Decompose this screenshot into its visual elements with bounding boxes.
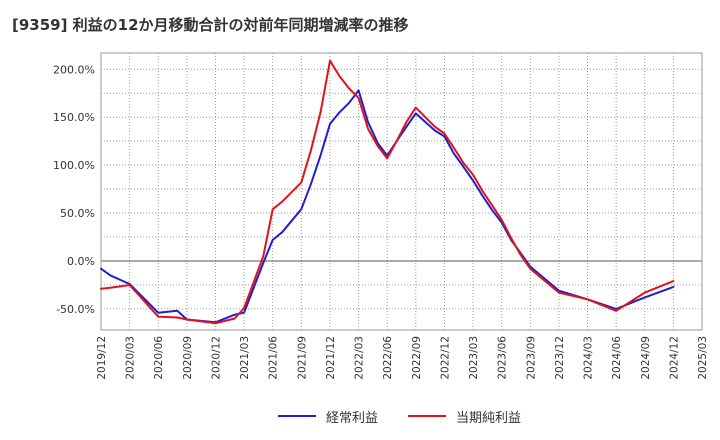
x-tick-label: 2023/03 <box>468 336 480 380</box>
x-tick-label: 2022/09 <box>411 336 423 380</box>
x-tick-label: 2023/12 <box>554 336 566 380</box>
plot-border <box>100 52 703 331</box>
x-tick-label: 2024/03 <box>583 336 595 380</box>
x-tick-label: 2020/12 <box>210 336 222 380</box>
x-tick-label: 2020/06 <box>153 336 165 380</box>
x-tick-label: 2021/12 <box>325 336 337 380</box>
y-tick-label: 150.0% <box>53 111 95 124</box>
y-axis-labels: 200.0% 150.0% 100.0% 50.0% 0.0% -50.0% <box>53 63 95 316</box>
x-tick-label: 2023/09 <box>525 336 537 380</box>
legend-label-junrieki: 当期純利益 <box>456 410 522 426</box>
grid-layer <box>101 53 702 330</box>
x-tick-label: 2024/06 <box>611 336 623 380</box>
x-tick-label: 2019/12 <box>96 336 108 380</box>
legend: 経常利益 当期純利益 <box>0 404 720 428</box>
y-tick-label: 50.0% <box>60 207 95 220</box>
x-tick-label: 2022/12 <box>439 336 451 380</box>
series-line-junrieki <box>100 59 675 325</box>
chart-title: [9359] 利益の12か月移動合計の対前年同期増減率の推移 <box>12 16 409 34</box>
x-tick-label: 2021/09 <box>296 336 308 380</box>
x-tick-label: 2020/09 <box>182 336 194 380</box>
y-tick-label: 100.0% <box>53 159 95 172</box>
x-tick-label: 2023/06 <box>497 336 509 380</box>
x-tick-label: 2024/09 <box>640 336 652 380</box>
legend-item-junrieki: 当期純利益 <box>408 404 521 428</box>
y-tick-label: 0.0% <box>67 255 95 268</box>
x-axis-labels: 2019/12 2020/03 2020/06 2020/09 2020/12 2021/… <box>96 336 709 380</box>
x-tick-label: 2020/03 <box>125 336 137 380</box>
x-tick-label: 2025/03 <box>697 336 709 380</box>
x-tick-label: 2022/06 <box>382 336 394 380</box>
legend-label-keijo: 経常利益 <box>326 410 379 426</box>
legend-item-keijo: 経常利益 <box>278 404 378 428</box>
x-tick-label: 2024/12 <box>668 336 680 380</box>
series-layer <box>100 59 675 325</box>
legend-swatch-keijo <box>278 415 316 417</box>
y-tick-label: 200.0% <box>53 63 95 76</box>
x-tick-label: 2021/06 <box>268 336 280 380</box>
x-tick-label: 2022/03 <box>354 336 366 380</box>
x-tick-label: 2021/03 <box>239 336 251 380</box>
y-tick-label: -50.0% <box>56 303 95 316</box>
legend-swatch-junrieki <box>408 415 446 417</box>
